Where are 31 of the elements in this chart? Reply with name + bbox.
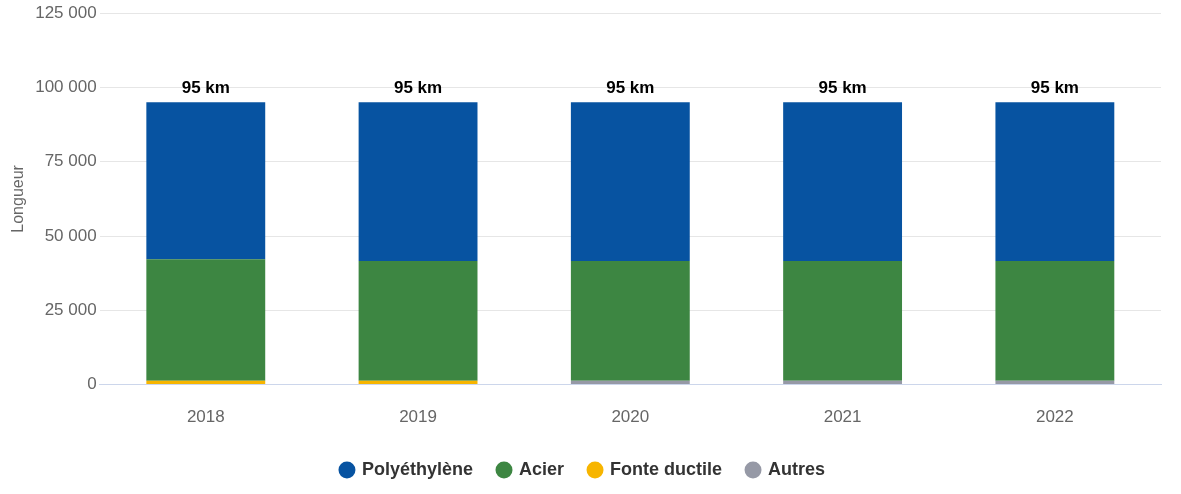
- bar: [995, 102, 1115, 261]
- annotation: 95 km: [606, 77, 655, 97]
- x-tick-label: 2022: [1035, 407, 1074, 427]
- bar: [995, 261, 1115, 381]
- bar: [570, 261, 690, 381]
- y-tick-label: 0: [87, 374, 97, 394]
- y-tick-label: 75 000: [44, 151, 97, 171]
- y-tick-label: 50 000: [44, 225, 97, 245]
- legend-label: Acier: [519, 458, 565, 479]
- annotation: 95 km: [181, 77, 230, 97]
- annotation: 95 km: [393, 77, 443, 97]
- bar: [146, 259, 266, 381]
- bar: [783, 102, 903, 261]
- legend-label: Polyéthylène: [361, 458, 474, 479]
- annotation: 95 km: [818, 77, 867, 97]
- legend-label: Autres: [768, 458, 826, 479]
- annotation: 95 km: [1030, 77, 1079, 97]
- x-tick-label: 2020: [611, 407, 650, 427]
- x-tick-label: 2019: [399, 407, 437, 427]
- y-tick-label: 25 000: [44, 300, 97, 320]
- y-axis-title: Longueur: [9, 164, 27, 233]
- y-tick-label: 125 000: [35, 2, 97, 22]
- x-tick-label: 2021: [823, 407, 862, 427]
- bar: [358, 102, 478, 261]
- legend-label: Fonte ductile: [610, 458, 723, 479]
- bar: [146, 102, 266, 260]
- bar: [358, 261, 478, 381]
- bar: [783, 261, 903, 381]
- bar: [570, 102, 690, 261]
- x-tick-label: 2018: [186, 407, 225, 427]
- y-tick-label: 100 000: [35, 77, 97, 97]
